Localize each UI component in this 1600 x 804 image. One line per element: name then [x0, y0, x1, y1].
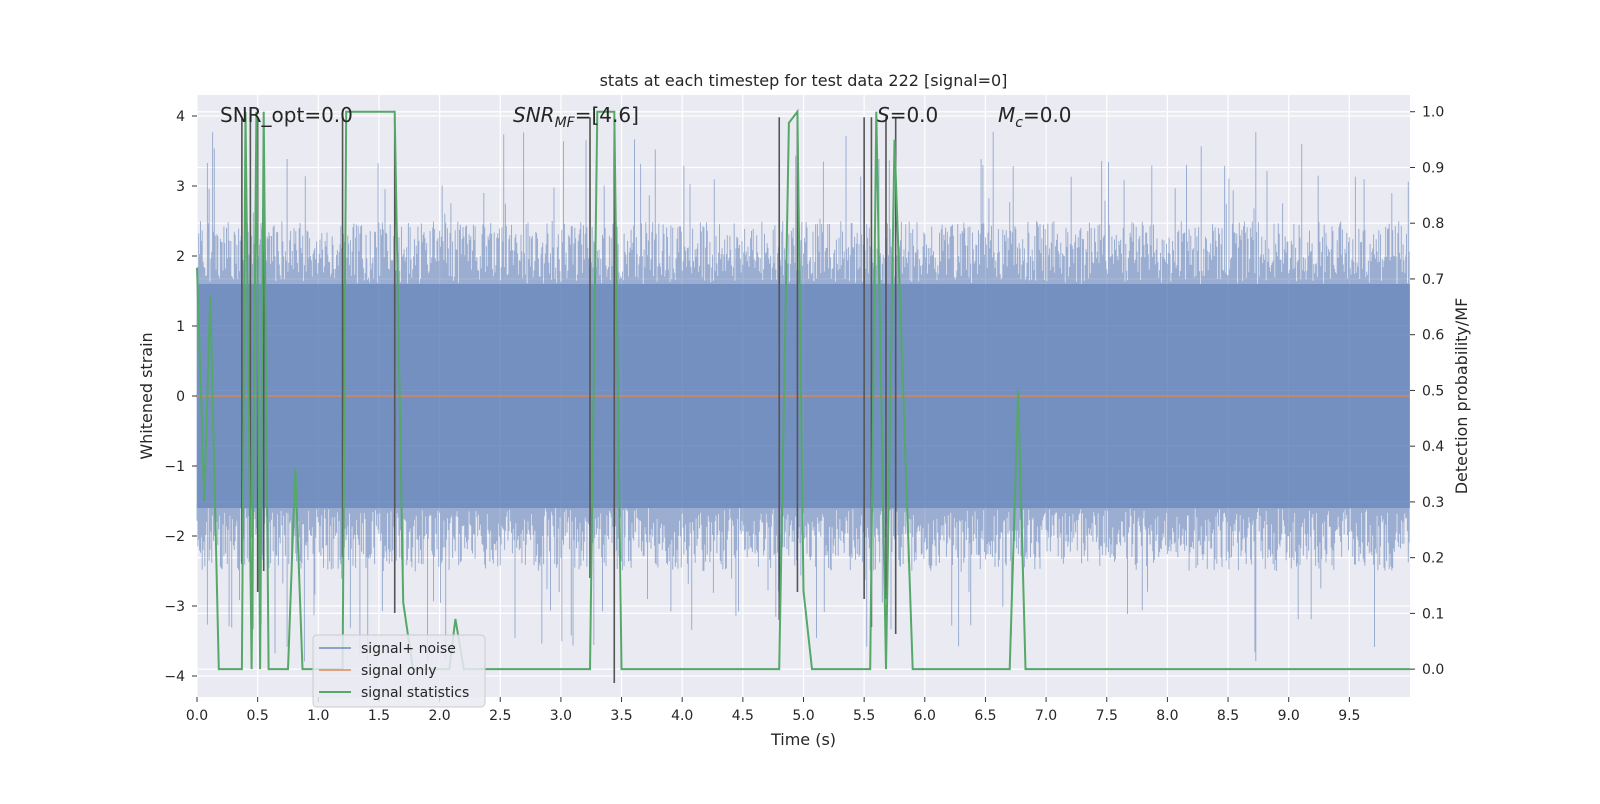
annotation-snr-mf: SNRMF=[4.6] — [513, 103, 639, 131]
y-right-tick-label: 0.0 — [1422, 662, 1444, 678]
legend-label-signal-noise: signal+ noise — [361, 641, 456, 657]
x-tick-label: 0.0 — [186, 708, 208, 724]
x-tick-label: 8.0 — [1156, 708, 1178, 724]
annotation-mc-value: =0.0 — [1023, 103, 1072, 127]
annotation-s: S=0.0 — [877, 103, 938, 127]
annotation-mc-symbol: M — [998, 103, 1015, 127]
axis-ticks: 0.0 0.5 1.0 1.5 2.0 2.5 3.0 3.5 4.0 4.5 5.0 5.5 6.0 6… — [164, 105, 1444, 724]
x-tick-label: 5.0 — [792, 708, 814, 724]
annotation-s-symbol: S — [877, 103, 890, 127]
x-tick-label: 7.0 — [1035, 708, 1057, 724]
y-right-tick-label: 0.2 — [1422, 551, 1444, 567]
y-right-tick-label: 0.9 — [1422, 160, 1444, 176]
x-tick-label: 2.5 — [489, 708, 511, 724]
x-tick-label: 1.5 — [368, 708, 390, 724]
chart-title: stats at each timestep for test data 222… — [600, 71, 1008, 90]
x-tick-label: 2.0 — [428, 708, 450, 724]
x-tick-label: 4.5 — [732, 708, 754, 724]
x-tick-label: 7.5 — [1096, 708, 1118, 724]
x-tick-label: 6.0 — [914, 708, 936, 724]
y-left-tick-label: −2 — [164, 529, 185, 545]
annotation-mc-subscript: c — [1015, 115, 1023, 131]
annotation-snr-mf-symbol: SNR — [513, 103, 555, 127]
x-tick-label: 1.0 — [307, 708, 329, 724]
y-axis-left-label: Whitened strain — [137, 332, 156, 459]
x-tick-label: 8.5 — [1217, 708, 1239, 724]
annotation-s-value: =0.0 — [890, 103, 939, 127]
legend-box — [312, 634, 486, 708]
x-tick-label: 5.5 — [853, 708, 875, 724]
x-tick-label: 9.0 — [1278, 708, 1300, 724]
y-right-tick-label: 0.6 — [1422, 328, 1444, 344]
x-axis-label: Time (s) — [770, 730, 836, 749]
x-tick-label: 0.5 — [247, 708, 269, 724]
x-tick-label: 9.5 — [1338, 708, 1360, 724]
y-left-tick-label: 4 — [176, 109, 185, 125]
legend-label-signal-statistics: signal statistics — [361, 685, 469, 701]
y-right-tick-label: 0.1 — [1422, 606, 1444, 622]
y-right-tick-label: 0.3 — [1422, 495, 1444, 511]
y-right-tick-label: 0.8 — [1422, 216, 1444, 232]
y-right-tick-label: 1.0 — [1422, 105, 1444, 121]
x-tick-label: 3.0 — [550, 708, 572, 724]
y-left-tick-label: 0 — [176, 389, 185, 405]
y-right-tick-label: 0.4 — [1422, 439, 1444, 455]
y-left-tick-label: −3 — [164, 599, 185, 615]
annotation-mc: Mc=0.0 — [998, 103, 1072, 131]
y-axis-right-label: Detection probability/MF — [1452, 298, 1471, 495]
annotation-snr-opt: SNR_opt=0.0 — [220, 103, 353, 127]
y-left-tick-label: 1 — [176, 319, 185, 335]
y-left-tick-label: 2 — [176, 249, 185, 265]
y-right-tick-label: 0.5 — [1422, 383, 1444, 399]
legend: signal+ noise signal only signal statist… — [312, 634, 486, 708]
noise-trace — [196, 131, 1410, 662]
y-right-tick-label: 0.7 — [1422, 272, 1444, 288]
x-tick-label: 3.5 — [610, 708, 632, 724]
x-tick-label: 4.0 — [671, 708, 693, 724]
annotation-snr-mf-subscript: MF — [555, 115, 576, 131]
y-left-tick-label: −4 — [164, 669, 185, 685]
y-left-tick-label: −1 — [164, 459, 185, 475]
y-left-tick-label: 3 — [176, 179, 185, 195]
x-tick-label: 6.5 — [974, 708, 996, 724]
annotation-snr-mf-value: =[4.6] — [575, 103, 639, 127]
legend-label-signal-only: signal only — [361, 663, 436, 679]
